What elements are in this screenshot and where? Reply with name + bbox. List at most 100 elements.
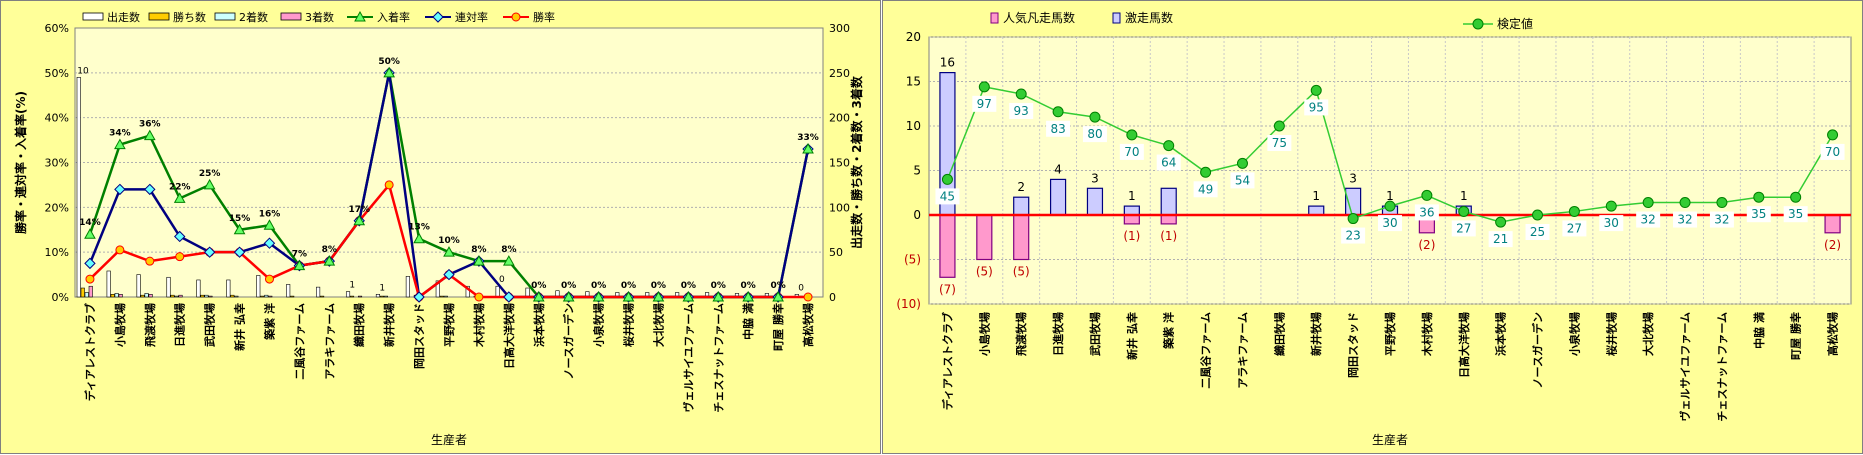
legend-label: 入着率 [377,10,410,24]
test-value-label: 21 [1493,232,1508,246]
positive-bar-label: 4 [1054,162,1062,176]
positive-bar [1013,196,1030,216]
category-label: 高松牧場 [1826,312,1840,356]
rate-label: 0% [591,281,606,291]
series-point [114,183,126,196]
category-label: チェスナットファーム [1716,312,1729,422]
test-value-label-bg [1746,206,1771,223]
y-tick-label: (10) [896,297,921,311]
right-tick-label: 150 [829,157,850,170]
test-value-label-bg [1414,204,1439,221]
test-value-label-bg [1562,220,1587,237]
test-value-point [1605,200,1617,212]
right-tick-label: 50 [829,246,843,259]
legend-swatch [82,12,104,21]
rate-label: 8% [501,245,516,255]
series-point [263,237,276,249]
y-tick-label: 10 [906,119,921,133]
test-value-label-bg [1820,143,1845,160]
y-tick-label: 20 [906,30,921,44]
negative-bar [1160,214,1177,225]
category-label: 町屋 勝幸 [1789,312,1803,360]
category-label: 木村牧場 [472,303,486,348]
test-value-label: 54 [1235,173,1250,187]
category-label: 町屋 勝幸 [771,303,785,351]
category-label: 日高大洋牧場 [502,303,516,369]
negative-bar-label: (1) [1160,229,1177,243]
category-label: 織田牧場 [352,303,366,347]
test-value-point [1089,111,1101,123]
left-tick-label: 60% [45,22,69,35]
win-count-label: 1 [379,283,385,293]
series-point [144,183,156,196]
win-count-label: 0 [499,275,505,285]
series-point [233,246,246,258]
rate-label: 17% [348,205,370,215]
test-value-point [1495,216,1507,228]
rate-label: 0% [681,281,696,291]
test-value-label-bg [1230,172,1255,189]
x-axis-title: 生産者 [1372,432,1408,447]
right-chart-panel: (10) (5) 0 5 10 15 20 16 (7) ディアレストクラブ (5) 小島牧場 2 (5)… [882,0,1863,454]
category-label: 中脇 満 [1752,312,1766,349]
bar [136,274,141,298]
series-point [353,214,366,226]
negative-bar [976,214,993,261]
legend-swatch [214,12,236,21]
test-value-point [1052,106,1064,118]
bar [166,276,171,298]
positive-bar [1308,205,1325,216]
positive-bar [1160,187,1177,216]
negative-bar [1123,214,1140,225]
negative-bar [1013,214,1030,261]
category-label: 二風谷ファーム [1199,312,1213,389]
legend-label: 勝ち数 [173,10,206,24]
series-point [175,252,185,262]
category-label: アラキファーム [1236,312,1249,389]
series-point [622,290,635,302]
right-tick-label: 250 [829,67,850,80]
test-value-label: 35 [1751,207,1766,221]
test-value-point [1421,189,1433,201]
positive-bar-label: 1 [1312,189,1320,203]
series-point [413,232,425,244]
right-axis-label: 出走数・勝ち数・2着数・3着数 [849,75,864,249]
left-chart: 0%10%20%30%40%50%60%050100150200250300勝率… [13,10,864,447]
series-point [263,219,276,230]
bar [383,295,389,298]
test-value-point [1310,84,1322,96]
category-label: 二風谷ファーム [292,303,306,380]
series-point [532,290,545,302]
category-label: 小島牧場 [113,303,127,348]
test-value-label-bg [1009,102,1034,119]
negative-bar-label: (7) [939,282,956,296]
test-value-point [1568,205,1580,217]
category-label: 武田牧場 [1088,312,1102,356]
category-label: ノースガーデン [1531,312,1545,388]
bar [375,294,381,298]
bar [178,294,183,298]
legend-label: 連対率 [455,10,488,24]
rate-label: 25% [199,169,221,179]
bar [88,285,93,298]
series-point [85,274,95,284]
test-value-point [1753,191,1765,203]
test-value-label: 27 [1567,221,1582,235]
series-point [502,255,515,266]
legend-label: 人気凡走馬数 [1003,10,1075,25]
bar [196,279,201,298]
bar [114,293,119,298]
win-count-label: 0 [798,283,804,293]
rate-label: 0% [770,281,785,291]
test-value-label-bg [1451,220,1476,237]
left-tick-label: 30% [45,157,69,170]
test-value-label: 30 [1604,216,1619,230]
test-value-point [1790,191,1802,203]
bar [260,295,265,298]
bar [256,275,261,298]
series-point [114,138,126,150]
y-tick-label: 0 [913,208,921,222]
test-value-point [1236,157,1248,169]
test-value-label: 75 [1272,136,1287,150]
positive-bar-label: 1 [1460,189,1468,203]
